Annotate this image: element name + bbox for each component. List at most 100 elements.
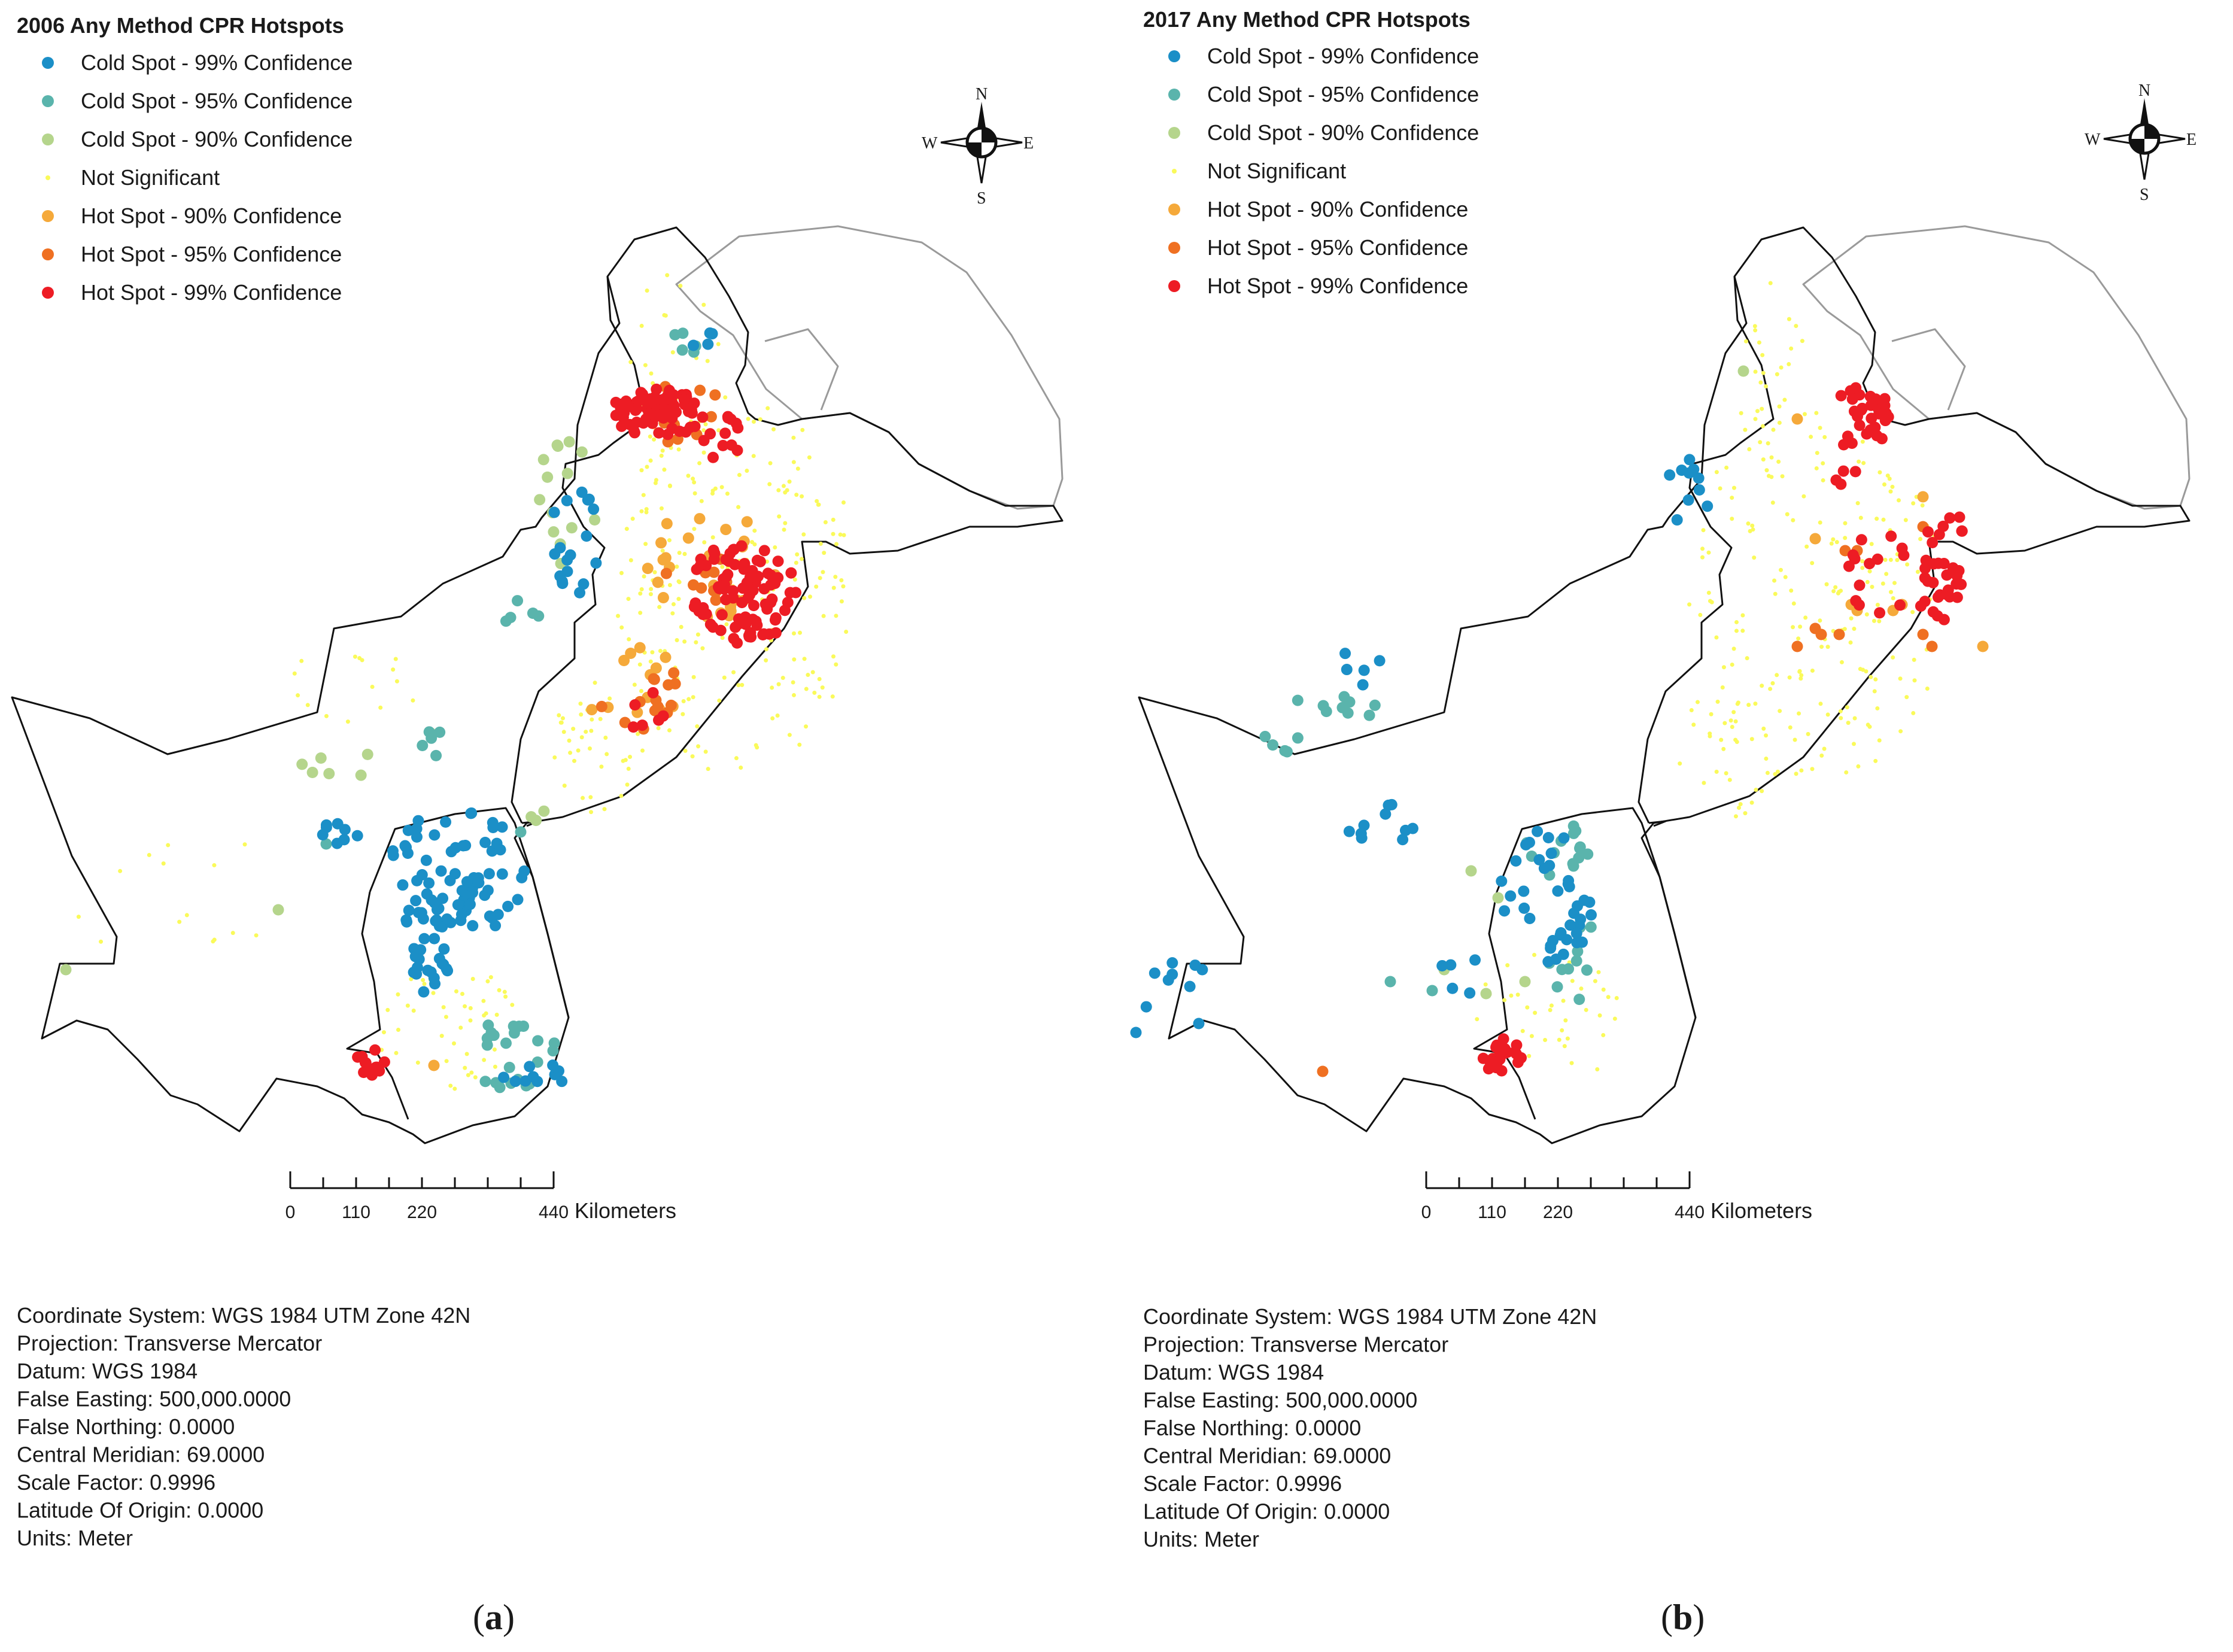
panel-a-point-notsig [706, 767, 710, 772]
panel-a-point-notsig [415, 1060, 420, 1065]
panel-a-point-notsig [703, 422, 708, 427]
panel-b-point-notsig [1831, 589, 1836, 594]
panel-b-point-notsig [1753, 702, 1758, 706]
panel-a-point-notsig [776, 488, 781, 493]
panel-a-point-notsig [795, 552, 800, 557]
panel-b-point-notsig [1570, 979, 1575, 983]
panel-a-point-cold99 [465, 807, 477, 819]
panel-a-point-notsig [242, 842, 247, 847]
panel-a-legend-label-cold90: Cold Spot - 90% Confidence [81, 127, 353, 151]
panel-a-point-notsig [752, 542, 757, 546]
panel-b-point-notsig [1700, 555, 1705, 560]
panel-b-point-notsig [1777, 420, 1782, 425]
panel-a-point-hot99 [653, 409, 665, 421]
panel-b-point-hot99 [1896, 542, 1908, 554]
panel-b-point-notsig [1721, 665, 1726, 670]
panel-a-point-cold99 [553, 1065, 565, 1077]
panel-b-point-cold99 [1585, 909, 1597, 921]
panel-a-point-notsig [473, 1075, 478, 1080]
panel-b-point-notsig [1804, 544, 1809, 549]
panel-a-point-notsig [680, 712, 685, 716]
panel-b-point-notsig [1852, 716, 1857, 721]
panel-a-point-notsig [751, 454, 756, 458]
panel-b-point-notsig [1883, 557, 1888, 562]
panel-a-point-notsig [650, 650, 655, 655]
panel-b-point-hot99 [1932, 591, 1944, 603]
panel-a-point-cold99 [583, 493, 595, 505]
panel-a-point-cold99 [409, 950, 421, 962]
panel-a-point-cold95 [479, 1076, 491, 1088]
panel-a-point-hot99 [631, 403, 643, 415]
panel-a-point-notsig [324, 713, 329, 718]
panel-b-point-notsig [1887, 476, 1892, 481]
panel-b-point-notsig [1727, 778, 1732, 782]
panel-b-point-cold99 [1149, 967, 1160, 979]
panel-a-point-notsig [639, 587, 644, 592]
panel-b-point-cold95 [1317, 700, 1329, 712]
panel-a-scale-tick-220: 220 [407, 1202, 437, 1222]
panel-a-point-notsig [393, 657, 398, 661]
panel-b-point-notsig [1809, 435, 1813, 439]
panel-b-point-notsig [1825, 712, 1830, 717]
panel-b-point-notsig [1752, 324, 1757, 329]
panel-b-point-notsig [1778, 709, 1782, 713]
panel-b-point-cold99 [1374, 655, 1386, 667]
panel-b-point-notsig [1915, 569, 1920, 574]
panel-a-point-notsig [632, 682, 637, 687]
panel-b-point-notsig [1708, 731, 1712, 736]
panel-a-point-notsig [648, 592, 653, 597]
panel-b-point-hot95 [1815, 628, 1827, 640]
panel-b-point-notsig [1579, 986, 1584, 991]
panel-b-point-notsig [1800, 339, 1804, 344]
panel-a-point-notsig [640, 748, 645, 753]
panel-b-legend-swatch-notsig [1172, 169, 1177, 174]
panel-b-point-cold99 [1184, 980, 1196, 992]
panel-b-point-notsig [1918, 536, 1923, 541]
panel-a-point-hot99 [668, 405, 680, 417]
panel-a-point-notsig [841, 584, 846, 589]
panel-a-point-cold99 [702, 338, 714, 350]
panel-a-point-notsig [701, 302, 706, 307]
panel-a-point-notsig [645, 289, 649, 293]
panel-a-point-notsig [482, 1058, 487, 1062]
panel-b-point-notsig [1730, 496, 1734, 500]
panel-b-point-notsig [1771, 427, 1776, 432]
panel-a-point-notsig [682, 639, 687, 644]
panel-a-point-notsig [681, 699, 686, 703]
panel-a-point-notsig [643, 363, 648, 368]
panel-a-point-notsig [370, 685, 375, 690]
panel-b-point-notsig [1889, 590, 1894, 594]
panel-b-point-notsig [1595, 1067, 1600, 1071]
panel-b-point-notsig [1791, 518, 1795, 523]
panel-b-scale-tick-220: 220 [1543, 1202, 1573, 1222]
panel-a-point-notsig [679, 624, 683, 629]
panel-b-point-hot99 [1499, 1043, 1511, 1055]
panel-b-point-cold99 [1542, 956, 1554, 968]
panel-b-point-notsig [1765, 770, 1770, 775]
panel-a-point-cold90 [296, 758, 308, 770]
panel-a-point-cold99 [402, 824, 414, 836]
panel-b-legend: Cold Spot - 99% Confidence Cold Spot - 95… [1168, 44, 1479, 298]
panel-a-point-notsig [590, 717, 594, 722]
panel-b-point-notsig [1872, 618, 1876, 623]
panel-a-point-hot90 [634, 642, 646, 654]
panel-a-point-notsig [690, 754, 695, 759]
panel-b-point-notsig [1798, 624, 1803, 629]
panel-a-point-hot99 [663, 384, 675, 396]
panel-a-point-notsig [626, 597, 631, 602]
panel-a-point-hot99 [744, 572, 756, 584]
panel-b-point-notsig [1875, 602, 1880, 607]
panel-a-point-notsig [700, 646, 705, 651]
panel-a-point-notsig [619, 625, 624, 630]
panel-b-point-notsig [1569, 1061, 1574, 1065]
panel-a-point-notsig [161, 861, 166, 866]
panel-a-point-hot99 [657, 394, 669, 406]
panel-a-point-notsig [770, 716, 775, 721]
panel-a-point-cold99 [429, 829, 440, 841]
panel-a-point-cold99 [467, 920, 479, 932]
panel-a-point-notsig [833, 575, 838, 579]
panel-a-point-notsig [147, 852, 151, 857]
panel-a-point-notsig [644, 507, 649, 512]
panel-a-point-notsig [818, 576, 822, 581]
panel-b-point-notsig [1601, 987, 1606, 992]
